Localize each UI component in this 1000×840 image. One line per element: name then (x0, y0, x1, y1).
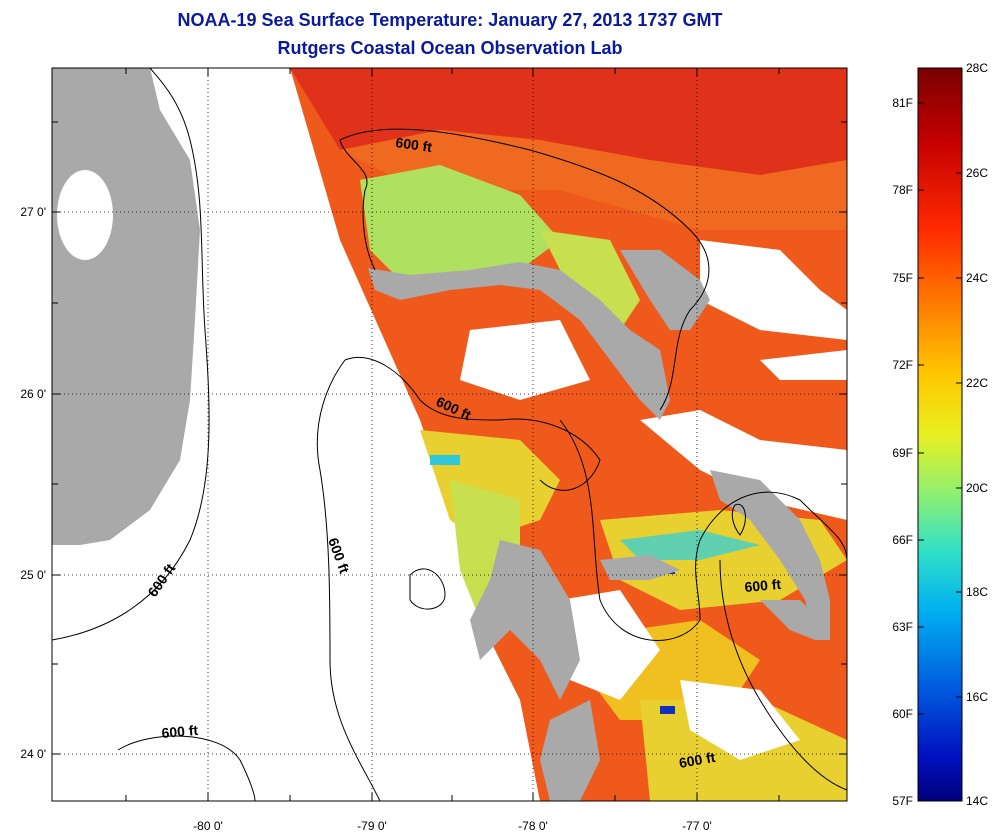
map-subtitle: Rutgers Coastal Ocean Observation Lab (277, 38, 623, 58)
colorbar-fahrenheit-label: 60F (892, 707, 913, 721)
colorbar-fahrenheit-label: 75F (892, 271, 913, 285)
depth-contours (52, 68, 847, 801)
contour-label: 600 ft (678, 749, 717, 771)
map-frame (51, 67, 848, 802)
lon-label: -77 0' (682, 819, 712, 833)
lake-okeechobee (57, 170, 113, 260)
map-plot-area: 600 ft 600 ft 600 ft 600 ft 600 ft 600 f… (52, 68, 847, 801)
colorbar-celsius-label: 16C (966, 690, 988, 704)
contour-label: 600 ft (161, 722, 199, 741)
colorbar-fahrenheit-label: 66F (892, 533, 913, 547)
colorbar-celsius-label: 20C (966, 481, 988, 495)
colorbar-gradient (917, 67, 963, 802)
colorbar-celsius-label: 14C (966, 794, 988, 808)
colorbar-celsius-label: 28C (966, 61, 988, 75)
lat-label: 26 0' (20, 387, 46, 401)
lon-label: -80 0' (193, 819, 223, 833)
colorbar-fahrenheit-label: 78F (892, 183, 913, 197)
colorbar-fahrenheit-label: 81F (892, 96, 913, 110)
lat-label: 27 0' (20, 205, 46, 219)
contour-label: 600 ft (744, 576, 782, 595)
lon-label: -79 0' (357, 819, 387, 833)
ticks (52, 68, 847, 801)
colorbar-celsius-label: 26C (966, 166, 988, 180)
lat-label: 25 0' (20, 568, 46, 582)
lon-label: -78 0' (518, 819, 548, 833)
lat-label: 24 0' (20, 747, 46, 761)
map-title: NOAA-19 Sea Surface Temperature: January… (177, 10, 723, 30)
colorbar-fahrenheit-label: 72F (892, 358, 913, 372)
colorbar-celsius-label: 18C (966, 585, 988, 599)
colorbar-fahrenheit-label: 63F (892, 620, 913, 634)
colorbar-fahrenheit-label: 57F (892, 794, 913, 808)
colorbar-fahrenheit-label: 69F (892, 446, 913, 460)
contour-label: 600 ft (395, 134, 434, 155)
sst-swath (290, 68, 847, 801)
colorbar-celsius-label: 24C (966, 271, 988, 285)
graticule (52, 68, 847, 801)
colorbar: 28C 26C 24C 22C 20C 18C 16C 14C 81F 78F … (892, 61, 988, 808)
colorbar-celsius-label: 22C (966, 376, 988, 390)
